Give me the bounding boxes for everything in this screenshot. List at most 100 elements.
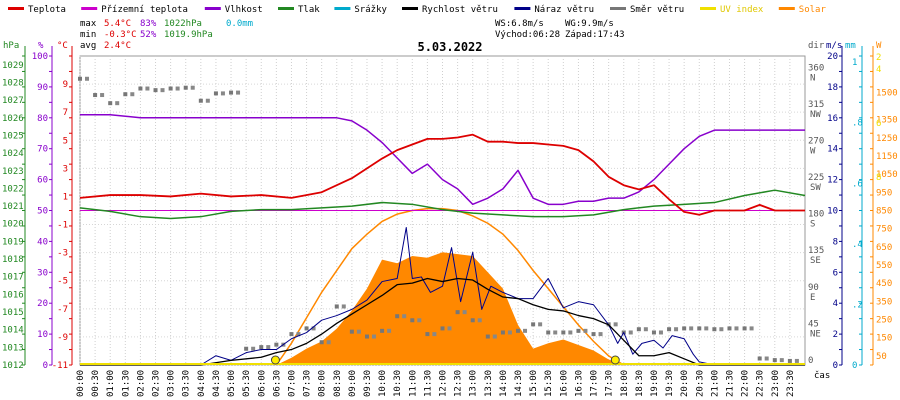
dir-tick-label: 315 xyxy=(808,100,824,110)
sunset-marker xyxy=(610,355,620,365)
wind-dir-point xyxy=(447,326,452,331)
stat-max-label: max xyxy=(80,19,97,29)
x-tick-label: 09:30 xyxy=(363,370,373,397)
wind-dir-point xyxy=(462,310,467,315)
wind-dir-point xyxy=(742,326,747,331)
unit-ms: m/s xyxy=(826,41,842,51)
hum-tick-label: 40 xyxy=(37,237,48,247)
x-tick-label: 19:30 xyxy=(665,370,675,397)
press-tick-label: 1018 xyxy=(2,255,24,265)
x-tick-label: 03:00 xyxy=(167,370,177,397)
pressure-line xyxy=(79,189,806,220)
dir-name-label: SW xyxy=(810,183,821,193)
wind-dir-point xyxy=(697,326,702,331)
x-tick-label: 04:30 xyxy=(212,370,222,397)
wind-dir-point xyxy=(772,358,777,363)
wind-dir-point xyxy=(402,314,407,319)
wind-dir-point xyxy=(183,85,188,90)
wind-dir-point xyxy=(259,345,264,350)
ms-tick-label: 4 xyxy=(833,299,838,309)
x-tick-label: 10:30 xyxy=(393,370,403,397)
wind-dir-point xyxy=(568,330,573,335)
unit-w: W xyxy=(876,41,882,51)
x-axis-label: čas xyxy=(814,370,830,381)
wind-dir-point xyxy=(380,328,385,333)
x-tick-label: 13:30 xyxy=(484,370,494,397)
temp-tick-label: -7 xyxy=(57,305,68,315)
dir-tick-label: 360 xyxy=(808,63,824,73)
series-layer xyxy=(78,76,806,366)
wind-dir-point xyxy=(115,101,120,106)
stat-ws: WS:6.8m/s xyxy=(495,19,544,29)
solar-area xyxy=(276,252,624,365)
x-tick-label: 20:00 xyxy=(680,370,690,397)
press-tick-label: 1012 xyxy=(2,361,24,371)
wind-dir-point xyxy=(485,334,490,339)
temp-tick-label: -5 xyxy=(57,277,68,287)
x-tick-label: 22:00 xyxy=(741,370,751,397)
legend-label: Tlak xyxy=(298,5,320,15)
press-tick-label: 1017 xyxy=(2,273,24,283)
unit-temp: °C xyxy=(57,41,68,51)
wind-dir-point xyxy=(387,328,392,333)
x-tick-label: 11:00 xyxy=(408,370,418,397)
x-tick-label: 19:00 xyxy=(650,370,660,397)
wind-dir-point xyxy=(220,91,225,96)
legend-label: Teplota xyxy=(28,5,66,15)
stat-min-label: min xyxy=(80,30,96,40)
stat-sunrise: Východ:06:28 xyxy=(495,30,560,40)
wind-dir-point xyxy=(651,330,656,335)
stat-sunset: Západ:17:43 xyxy=(565,30,625,40)
dir-tick-label: 0 xyxy=(808,356,813,366)
wind-dir-point xyxy=(500,330,505,335)
wind-dir-point xyxy=(311,326,316,331)
stat-max-press: 1022hPa xyxy=(164,19,202,29)
wind-dir-point xyxy=(440,326,445,331)
stat-min-hum: 52% xyxy=(140,30,157,40)
wind-dir-point xyxy=(229,90,234,95)
press-tick-label: 1013 xyxy=(2,343,24,353)
wind-dir-point xyxy=(319,340,324,345)
press-tick-label: 1014 xyxy=(2,326,24,336)
stat-avg-label: avg xyxy=(80,41,96,51)
uv-tick-label: 8 xyxy=(876,173,881,183)
w-tick-label: 450 xyxy=(876,279,892,289)
ms-tick-label: 14 xyxy=(827,145,838,155)
wind-dir-point xyxy=(432,332,437,337)
legend-label: Přízemní teplota xyxy=(101,5,188,15)
dir-tick-label: 45 xyxy=(808,319,819,329)
wind-speed-line xyxy=(80,277,805,366)
wind-dir-point xyxy=(531,322,536,327)
temp-tick-label: -11 xyxy=(52,361,68,371)
w-tick-label: 750 xyxy=(876,225,892,235)
wind-dir-point xyxy=(138,86,143,91)
temp-tick-label: 9 xyxy=(63,80,68,90)
legend-swatch xyxy=(402,7,418,10)
wind-dir-point xyxy=(470,318,475,323)
legend-swatch xyxy=(81,7,98,10)
ms-tick-label: 18 xyxy=(827,83,838,93)
wind-dir-point xyxy=(689,326,694,331)
wind-dir-point xyxy=(108,101,113,106)
uv-tick-label: 6 xyxy=(876,119,881,129)
wind-dir-point xyxy=(553,330,558,335)
wind-dir-point xyxy=(583,328,588,333)
wind-dir-point xyxy=(326,340,331,345)
wind-dir-point xyxy=(749,326,754,331)
dir-name-label: W xyxy=(810,146,816,156)
axis-units: hPa % °C dir m/s mm W čas xyxy=(3,41,882,381)
x-tick-label: 00:00 xyxy=(76,370,86,397)
wind-dir-point xyxy=(356,329,361,334)
ms-tick-label: 0 xyxy=(833,361,838,371)
wind-dir-point xyxy=(561,330,566,335)
dir-name-label: NW xyxy=(810,110,821,120)
press-tick-label: 1026 xyxy=(2,114,24,124)
wind-dir-point xyxy=(764,356,769,361)
w-tick-label: 150 xyxy=(876,334,892,344)
wind-dir-point xyxy=(410,318,415,323)
wind-dir-point xyxy=(682,326,687,331)
x-tick-label: 01:30 xyxy=(121,370,131,397)
legend-label: Náraz větru xyxy=(534,5,594,15)
hum-tick-label: 60 xyxy=(37,176,48,186)
stat-max-temp: 5.4°C xyxy=(104,19,131,29)
